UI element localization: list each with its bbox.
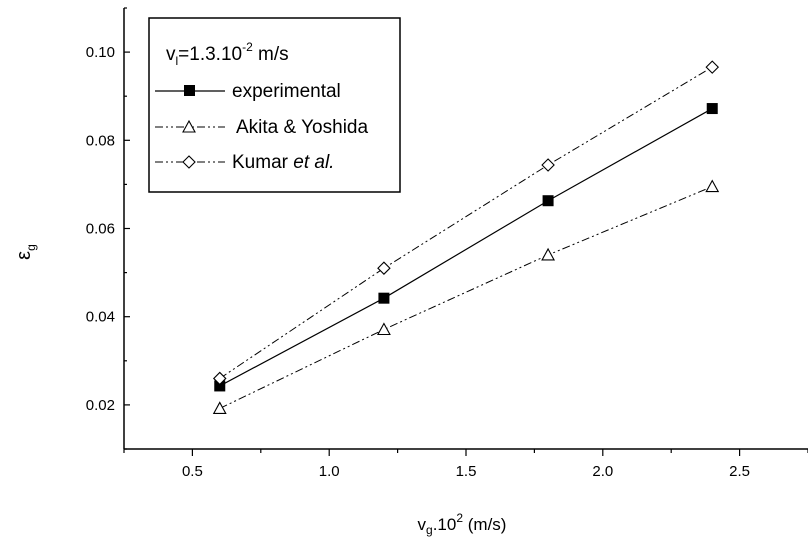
data-point-diamond	[377, 261, 391, 275]
legend-entry-kumar: Kumar et al.	[155, 152, 334, 173]
x-tick-label: 2.0	[592, 463, 613, 480]
axes: 0.02 0.04 0.06 0.08 0.10 0.5 1.0 1.5 2.0 2.5	[86, 7, 808, 480]
legend-label-experimental: experimental	[232, 81, 341, 102]
series-experimental	[214, 103, 718, 392]
y-tick-label: 0.08	[86, 132, 115, 149]
legend-label-akita-yoshida: Akita & Yoshida	[236, 117, 368, 138]
legend-marker-open-triangle	[182, 119, 196, 133]
data-point-diamond	[705, 60, 720, 74]
series-layer	[212, 60, 720, 414]
data-point-triangle	[541, 247, 556, 261]
series-line-kumar	[219, 66, 713, 379]
x-tick-label: 0.5	[182, 463, 203, 480]
series-line-akita-yoshida	[219, 186, 713, 409]
legend-title: vl=1.3.10-2 m/s	[166, 40, 289, 68]
legend-entry-experimental: experimental	[155, 81, 341, 102]
x-axis-label: vg.102 (m/s)	[418, 511, 507, 537]
legend-marker-open-diamond	[182, 155, 196, 169]
x-tick-label: 1.0	[319, 463, 340, 480]
x-tick-label: 1.5	[456, 463, 477, 480]
series-kumar	[212, 60, 720, 386]
series-line-experimental	[219, 108, 713, 387]
legend: vl=1.3.10-2 m/s experimental Akita & Yos…	[148, 17, 401, 193]
data-point-diamond	[212, 371, 227, 386]
x-tick-label: 2.5	[729, 463, 750, 480]
data-point-triangle	[212, 401, 227, 414]
legend-label-kumar: Kumar et al.	[232, 152, 334, 173]
data-point-square	[542, 195, 554, 207]
data-point-diamond	[541, 158, 555, 172]
y-tick-label: 0.10	[86, 44, 115, 61]
data-point-square	[214, 380, 226, 392]
data-point-square	[706, 103, 718, 115]
series-akita-yoshida	[212, 179, 720, 414]
legend-entry-akita-yoshida: Akita & Yoshida	[155, 117, 368, 138]
y-tick-label: 0.06	[86, 221, 115, 238]
y-tick-label: 0.04	[86, 309, 115, 326]
y-tick-label: 0.02	[86, 397, 115, 414]
data-point-triangle	[705, 179, 720, 193]
y-axis-label: εg	[13, 244, 38, 260]
data-point-square	[378, 292, 390, 304]
legend-marker-filled-square	[184, 85, 195, 96]
data-point-triangle	[376, 322, 391, 336]
